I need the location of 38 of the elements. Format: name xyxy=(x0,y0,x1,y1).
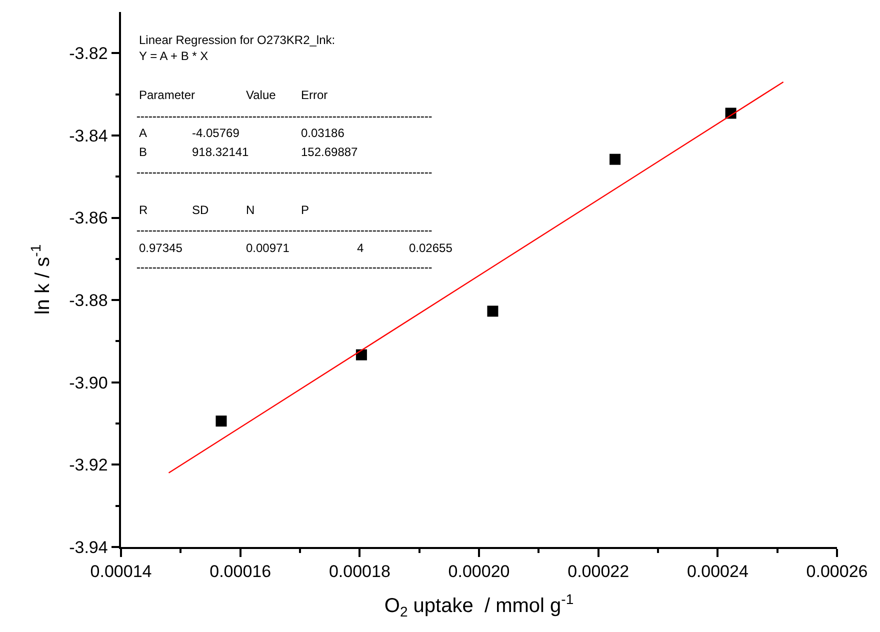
annotation: -4.05769 xyxy=(192,126,240,140)
annotation: 918.32141 xyxy=(192,145,250,159)
y-tick-label: -3.92 xyxy=(69,456,108,475)
annotation: Value xyxy=(246,88,276,102)
annotation: Linear Regression for O273KR2_lnk: xyxy=(139,33,336,47)
y-tick-label: -3.86 xyxy=(69,208,108,228)
annotation: 0.02655 xyxy=(409,241,453,255)
annotation: R xyxy=(139,203,148,217)
point xyxy=(487,306,498,317)
x-tick-label: 0.00024 xyxy=(686,562,748,582)
x-tick-label: 0.00026 xyxy=(806,562,868,582)
annotation: Y = A + B * X xyxy=(139,49,208,63)
annotation: Error xyxy=(301,88,328,102)
y-tick-label: -3.94 xyxy=(69,538,108,557)
x-tick-label: 0.00022 xyxy=(568,562,630,582)
annotation: 0.97345 xyxy=(139,241,183,255)
x-tick-label: 0.00014 xyxy=(90,562,152,582)
annotation: B xyxy=(139,145,148,159)
y-tick-label: -3.90 xyxy=(69,373,108,392)
annotation: Parameter xyxy=(139,88,196,102)
annotation: SD xyxy=(192,203,210,217)
annotation: 0.00971 xyxy=(246,241,290,255)
y-tick-label: -3.82 xyxy=(69,44,108,64)
point xyxy=(356,349,367,360)
annotation: N xyxy=(246,203,255,217)
annotation: 152.69887 xyxy=(301,145,358,159)
annotation: A xyxy=(139,126,148,140)
point xyxy=(610,154,621,165)
annotation: 0.03186 xyxy=(301,126,345,140)
y-tick-label: -3.84 xyxy=(69,126,108,146)
x-axis-title: O$_{2}$ uptake / mmol g$^{-1}$ xyxy=(384,590,574,620)
x-tick-label: 0.00016 xyxy=(210,562,272,582)
annotation: P xyxy=(301,203,310,217)
x-tick-label: 0.00020 xyxy=(448,562,510,582)
y-tick-label: -3.88 xyxy=(69,291,108,310)
point xyxy=(216,416,227,427)
annotation: 4 xyxy=(357,241,364,255)
x-tick-label: 0.00018 xyxy=(328,562,390,582)
